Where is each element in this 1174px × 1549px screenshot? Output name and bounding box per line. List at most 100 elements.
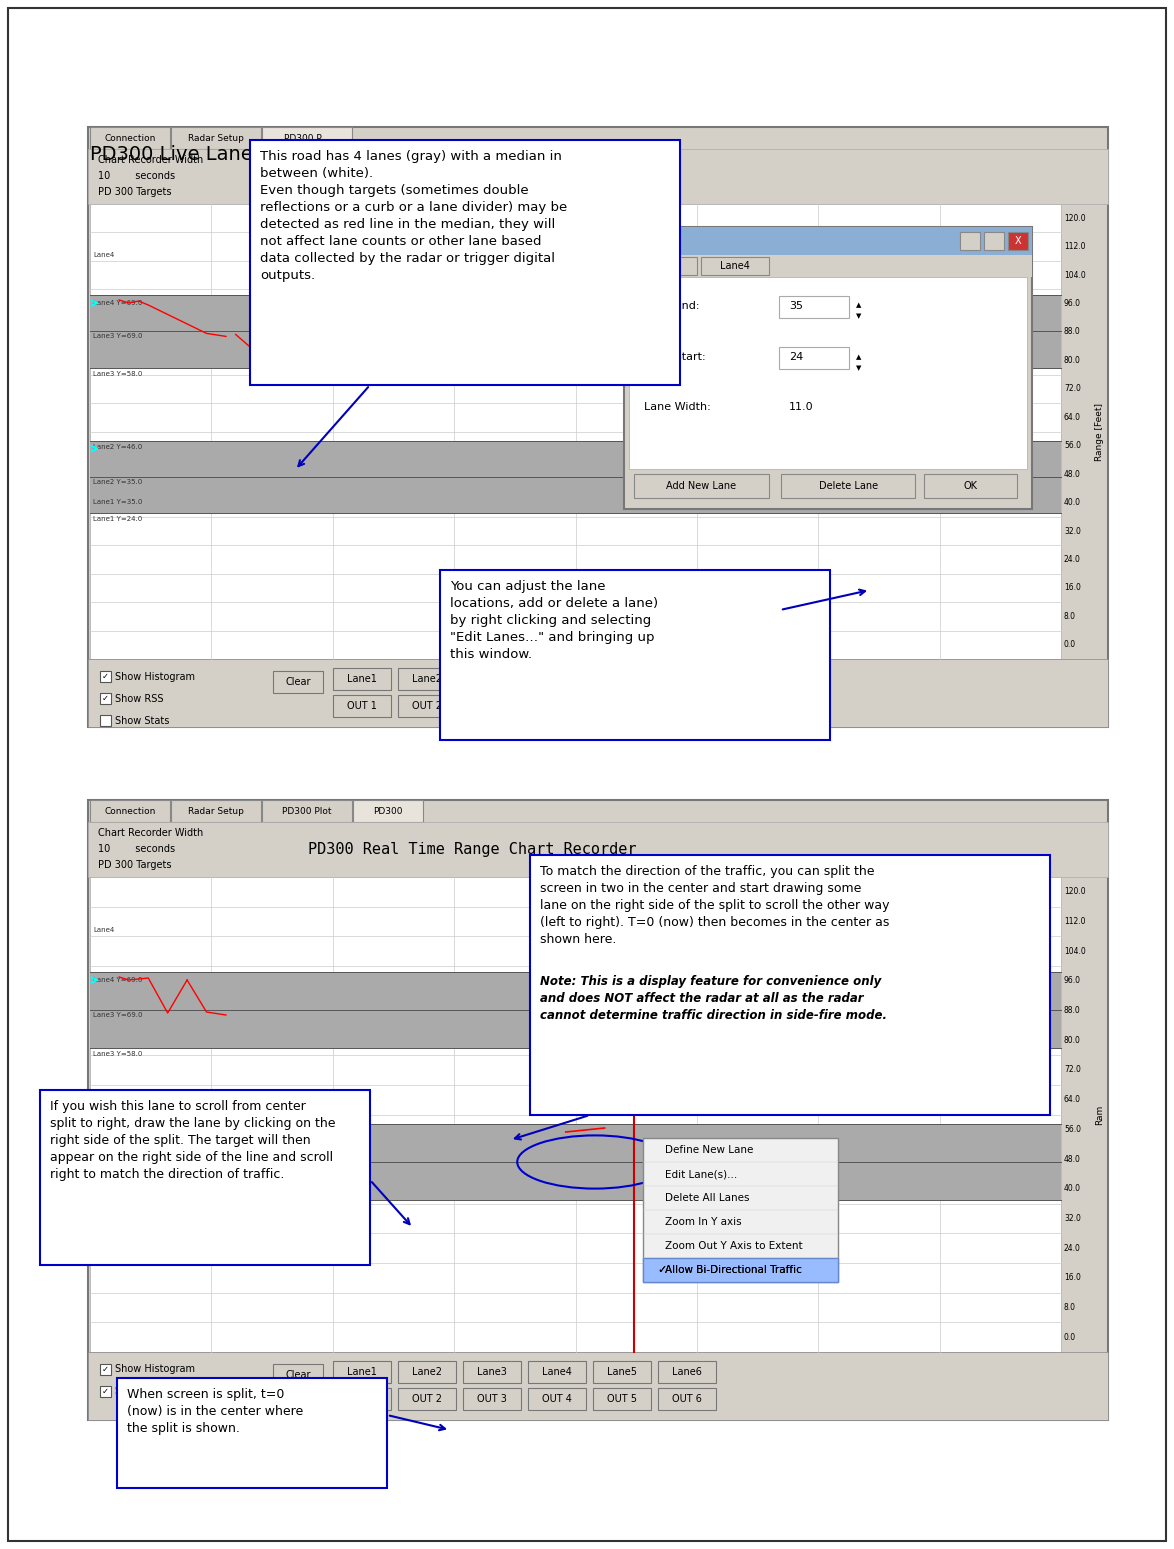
Text: Zoom In Y axis: Zoom In Y axis [666,1218,742,1227]
Text: Lane3: Lane3 [477,674,507,685]
Text: Add New Lane: Add New Lane [667,480,736,491]
Bar [90,799,170,823]
Bar [657,668,716,689]
Text: Lane3 Y=69.0: Lane3 Y=69.0 [93,333,142,339]
Text: Define New Lane: Define New Lane [666,1145,754,1156]
Bar [984,232,1004,249]
Text: Lane4 Y=69.0: Lane4 Y=69.0 [93,977,142,984]
Bar [171,127,261,149]
Text: Show RSS: Show RSS [115,694,163,703]
Text: 32.0: 32.0 [1064,527,1081,536]
Bar [398,696,456,717]
Text: OUT 2: OUT 2 [412,702,441,711]
Bar [463,668,521,689]
Text: Show RSS: Show RSS [115,1386,163,1397]
Text: Edit Lane(s)...: Edit Lane(s)... [666,1169,737,1179]
Bar [333,1388,391,1410]
Text: 88.0: 88.0 [1064,327,1081,336]
Bar [90,127,170,149]
Text: Lane1: Lane1 [348,674,377,685]
Text: 11.0: 11.0 [789,403,814,412]
Text: 96.0: 96.0 [1064,299,1081,308]
Text: OUT 2: OUT 2 [412,1394,441,1403]
Bar [657,1388,716,1410]
Bar [88,149,1108,204]
Text: ▼: ▼ [856,366,862,372]
Text: 104.0: 104.0 [1064,271,1086,279]
Bar [701,257,769,274]
Bar [40,1090,370,1266]
Bar [780,347,849,369]
Bar [629,277,1027,469]
Text: ✓: ✓ [102,694,109,703]
Text: Lane2 Y=35.0: Lane2 Y=35.0 [93,479,142,485]
Bar [634,474,769,497]
Text: 16.0: 16.0 [1064,584,1081,592]
Text: 8.0: 8.0 [1064,1303,1077,1312]
Bar [398,1362,456,1383]
Text: Lane5: Lane5 [607,1368,637,1377]
Text: To match the direction of the traffic, you can split the
screen in two in the ce: To match the direction of the traffic, y… [540,864,890,946]
Text: Clear: Clear [285,677,311,688]
Text: 72.0: 72.0 [1064,384,1081,393]
Bar [528,1388,586,1410]
Text: Lane1 Y=35.0: Lane1 Y=35.0 [93,499,142,505]
Text: Radar Setup: Radar Setup [188,133,244,143]
Bar [90,1125,1061,1200]
Text: 120.0: 120.0 [1064,214,1086,223]
Text: ▲: ▲ [856,355,862,361]
Text: OUT 5: OUT 5 [607,1394,637,1403]
Text: 56.0: 56.0 [1064,1125,1081,1134]
Bar [657,1362,716,1383]
Text: 40.0: 40.0 [1064,1185,1081,1193]
Text: Lane3: Lane3 [477,1368,507,1377]
Text: Radar Setup: Radar Setup [188,807,244,815]
Bar [593,668,652,689]
Text: 112.0: 112.0 [1064,242,1086,251]
Text: Lane2: Lane2 [412,674,441,685]
Text: 24.0: 24.0 [1064,1244,1081,1253]
Text: You can adjust the lane
locations, add or delete a lane)
by right clicking and s: You can adjust the lane locations, add o… [450,579,659,661]
Text: 16.0: 16.0 [1064,1273,1081,1283]
Bar [593,1388,652,1410]
Bar [333,668,391,689]
Bar [593,1362,652,1383]
Text: 48.0: 48.0 [1064,469,1081,479]
Text: 72.0: 72.0 [1064,1066,1081,1075]
Bar [100,692,112,703]
Bar [90,204,1061,658]
Text: Lane6: Lane6 [672,674,702,685]
Bar [643,1139,838,1283]
Bar [333,696,391,717]
Text: ✓: ✓ [657,1266,667,1275]
Text: Lane3: Lane3 [648,260,679,271]
Bar [463,1388,521,1410]
Text: 80.0: 80.0 [1064,356,1081,366]
Bar [625,254,1032,277]
Bar [100,716,112,726]
Text: OUT 6: OUT 6 [672,1394,702,1403]
Text: Lane3 Y=58.0: Lane3 Y=58.0 [93,1052,142,1056]
Text: PD 300 Targets: PD 300 Targets [97,860,171,871]
Text: PD300 Real Time Range Chart Recorder: PD300 Real Time Range Chart Recorder [308,843,636,857]
Text: Lane4: Lane4 [542,674,572,685]
Bar [88,1352,1108,1420]
Bar [88,127,1108,726]
Bar [333,1362,391,1383]
Text: ✓: ✓ [102,1365,109,1374]
Text: X: X [1014,235,1021,246]
Text: OUT 6: OUT 6 [672,702,702,711]
Text: Lane4: Lane4 [93,251,114,257]
Bar [593,696,652,717]
Bar [528,668,586,689]
Bar [88,799,1108,1420]
Bar [88,658,1108,726]
Text: Delete All Lanes: Delete All Lanes [666,1193,750,1204]
Text: OUT 5: OUT 5 [607,702,637,711]
Text: ✓: ✓ [657,1266,667,1275]
Text: OUT 1: OUT 1 [348,702,377,711]
Text: 8.0: 8.0 [1064,612,1077,621]
Bar [781,474,916,497]
Text: Zoom Out Y Axis to Extent: Zoom Out Y Axis to Extent [666,1241,803,1252]
Bar [90,294,1061,367]
